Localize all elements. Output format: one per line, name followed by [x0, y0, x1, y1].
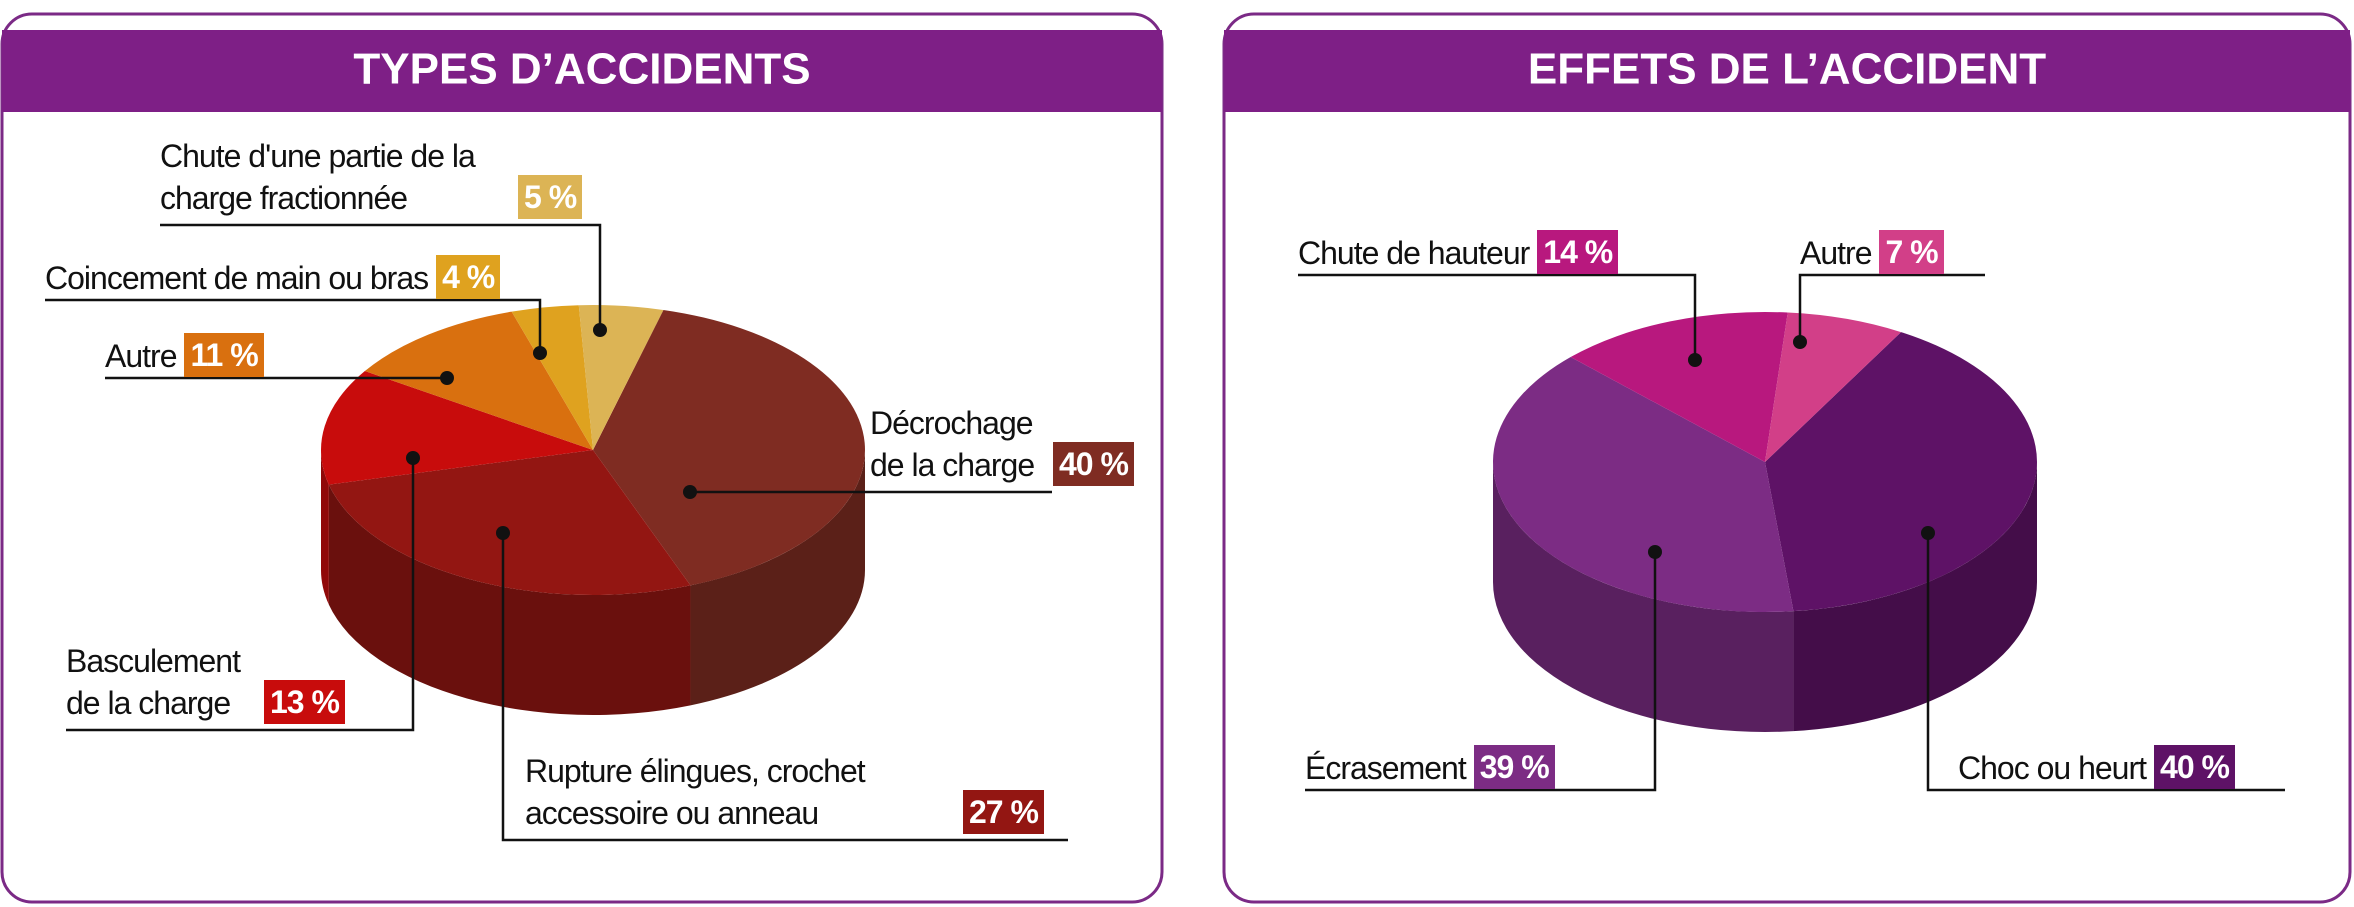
- leader-line: [1298, 273, 1697, 360]
- value-label: 4 %: [436, 255, 501, 299]
- leader-line: [160, 223, 602, 330]
- category-label: Écrasement: [1305, 750, 1467, 786]
- chart-title: TYPES D’ACCIDENTS: [353, 45, 810, 94]
- panel-header: [2, 30, 1162, 112]
- value-label: 40 %: [2154, 745, 2235, 789]
- slice-label: Autre 11 %: [105, 333, 264, 377]
- leader-line: [1305, 552, 1657, 792]
- category-label: Chute d'une partie de la charge fraction…: [160, 138, 476, 216]
- category-label: Chute de hauteur: [1298, 235, 1530, 271]
- slice-label: Basculement de la charge 13 %: [66, 640, 345, 724]
- leader-dot: [496, 526, 510, 540]
- panel-header: [1224, 30, 2350, 112]
- pie-slice: [1570, 312, 1788, 462]
- pie-side: [321, 450, 329, 605]
- slice-label: Choc ou heurt 40 %: [1958, 745, 2235, 789]
- slice-label: Coincement de main ou bras 4 %: [45, 255, 501, 299]
- slice-label: Autre 7 %: [1800, 230, 1944, 274]
- leader-dot: [1688, 353, 1702, 367]
- value-label: 14 %: [1537, 230, 1619, 274]
- category-label: Basculement de la charge: [66, 643, 241, 721]
- leader-line: [1926, 533, 2285, 792]
- category-label: Autre: [105, 338, 177, 374]
- category-label: Choc ou heurt: [1958, 750, 2147, 786]
- slice-label: Rupture élingues, crochet accessoire ou …: [525, 750, 1044, 834]
- leader-dot: [1921, 526, 1935, 540]
- leader-dot: [683, 485, 697, 499]
- leader-dot: [1648, 545, 1662, 559]
- pie-slice: [1493, 357, 1794, 612]
- slice-label: Écrasement 39 %: [1305, 745, 1555, 789]
- leader-dot: [533, 346, 547, 360]
- leader-dot: [440, 371, 454, 385]
- chart-title: EFFETS DE L’ACCIDENT: [1528, 45, 2046, 94]
- leader-line: [45, 298, 542, 353]
- leader-line: [1798, 273, 1985, 342]
- value-label: 40 %: [1053, 442, 1134, 486]
- pie-slice: [364, 311, 593, 450]
- pie-side: [328, 484, 691, 715]
- leader-line: [66, 458, 415, 732]
- leader-dot: [1793, 335, 1807, 349]
- pie-slice: [1765, 332, 2037, 612]
- category-label: Rupture élingues, crochet accessoire ou …: [525, 753, 866, 831]
- pie-side: [690, 450, 865, 706]
- value-label: 27 %: [963, 790, 1044, 834]
- category-label: Autre: [1800, 235, 1872, 271]
- pie-side: [1793, 462, 2037, 732]
- slice-label: Décrochage de la charge 40 %: [870, 402, 1134, 486]
- slice-label: Chute d'une partie de la charge fraction…: [160, 135, 583, 219]
- pie-slice: [320, 371, 593, 485]
- pie-side: [1493, 462, 1794, 733]
- pie-slice: [593, 309, 865, 586]
- value-label: 5 %: [518, 175, 583, 219]
- pie-slice: [328, 450, 691, 595]
- value-label: 11 %: [184, 333, 264, 377]
- category-label: Coincement de main ou bras: [45, 260, 429, 296]
- pie-slice: [511, 305, 593, 450]
- pie-slice: [578, 305, 664, 450]
- value-label: 7 %: [1879, 230, 1944, 274]
- pie-slice: [1765, 312, 1901, 462]
- value-label: 13 %: [264, 680, 345, 724]
- leader-dot: [406, 451, 420, 465]
- leader-line: [501, 533, 1068, 842]
- slice-label: Chute de hauteur 14 %: [1298, 230, 1619, 274]
- leader-dot: [593, 323, 607, 337]
- value-label: 39 %: [1473, 745, 1555, 789]
- category-label: Décrochage de la charge: [870, 405, 1035, 483]
